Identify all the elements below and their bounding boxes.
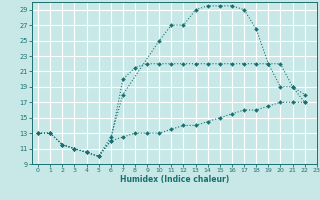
X-axis label: Humidex (Indice chaleur): Humidex (Indice chaleur) [120, 175, 229, 184]
